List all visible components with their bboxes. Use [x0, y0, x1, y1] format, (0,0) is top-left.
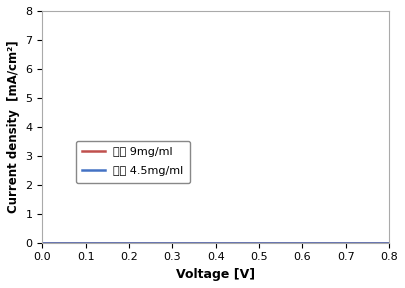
농도 9mg/ml: [339, 241, 343, 245]
농도 9mg/ml: [40, 241, 45, 245]
농도 4.5mg/ml: [303, 241, 308, 245]
농도 4.5mg/ml: [387, 241, 392, 245]
농도 4.5mg/ml: [250, 241, 255, 245]
농도 9mg/ml: [241, 241, 246, 245]
농도 9mg/ml: [303, 241, 308, 245]
농도 9mg/ml: [261, 241, 266, 245]
농도 9mg/ml: [387, 241, 392, 245]
농도 9mg/ml: [61, 241, 66, 245]
농도 4.5mg/ml: [241, 241, 246, 245]
농도 4.5mg/ml: [40, 241, 45, 245]
농도 4.5mg/ml: [261, 241, 266, 245]
X-axis label: Voltage [V]: Voltage [V]: [176, 268, 255, 281]
농도 9mg/ml: [250, 241, 255, 245]
농도 4.5mg/ml: [339, 241, 343, 245]
Legend: 농도 9mg/ml, 농도 4.5mg/ml: 농도 9mg/ml, 농도 4.5mg/ml: [76, 141, 190, 183]
농도 4.5mg/ml: [61, 241, 66, 245]
Y-axis label: Current density  [mA/cm²]: Current density [mA/cm²]: [7, 41, 20, 213]
